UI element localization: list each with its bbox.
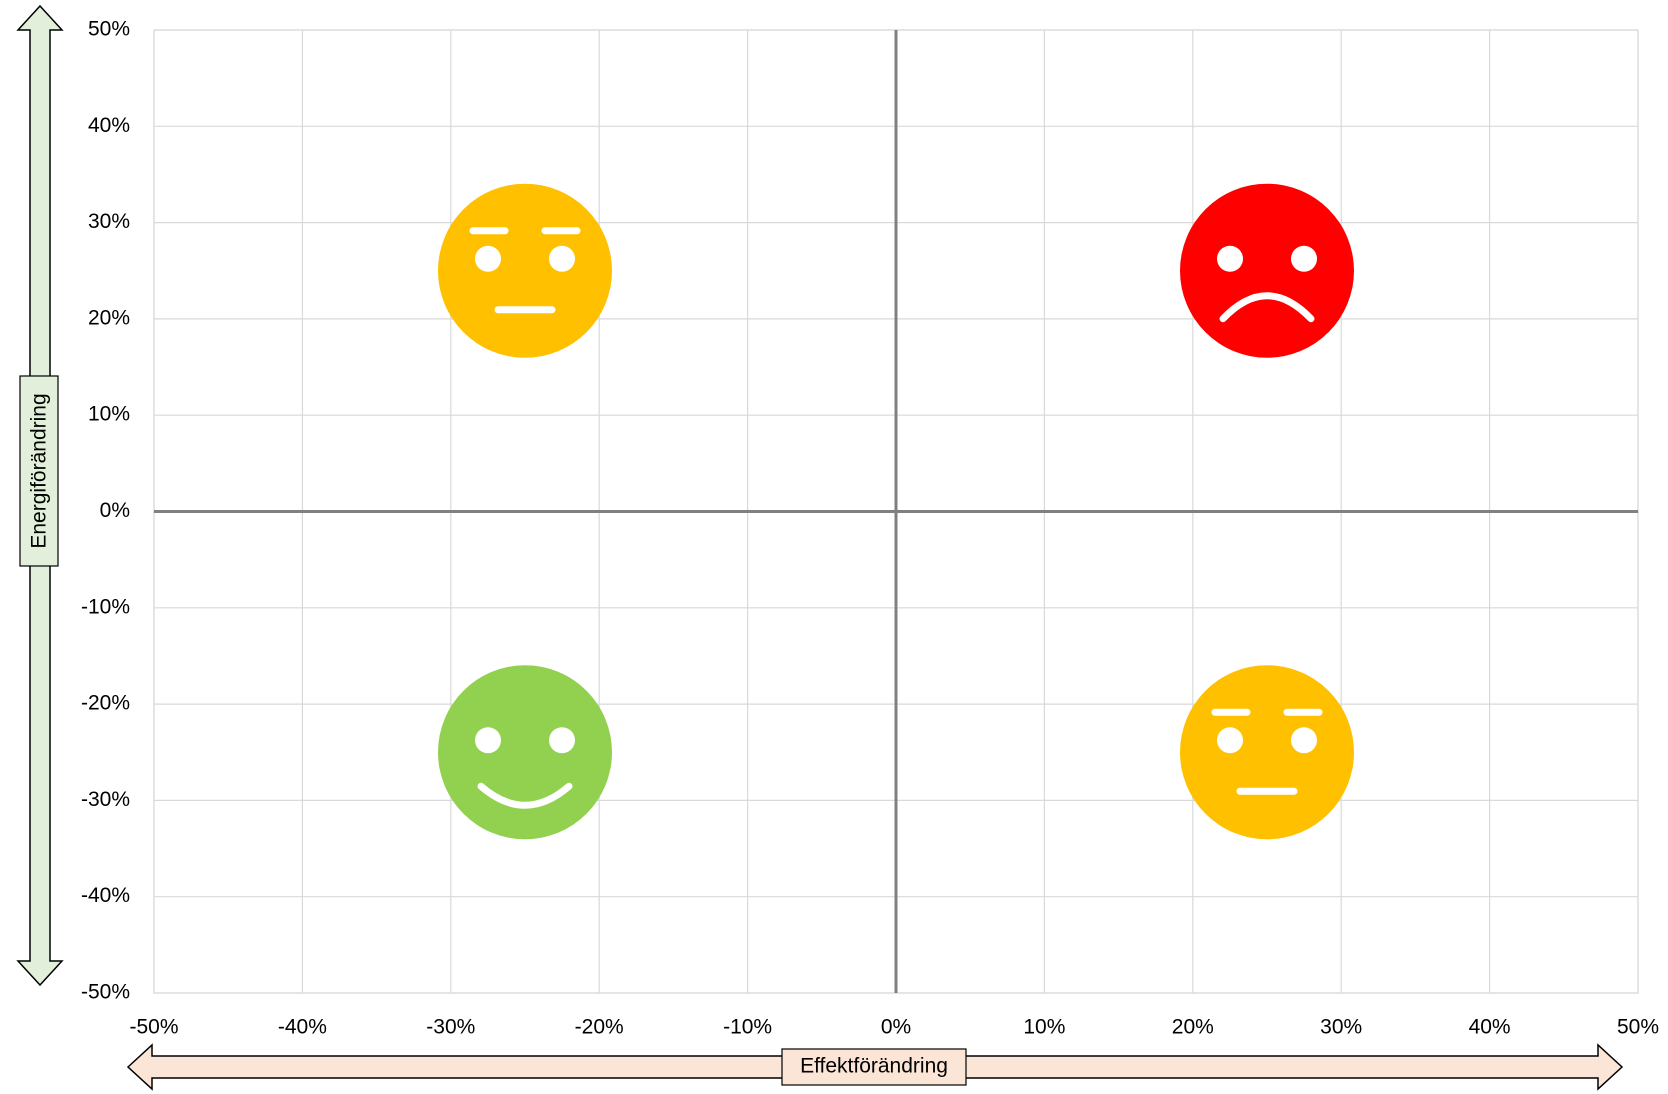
x-tick-label: 50%: [1617, 1016, 1659, 1039]
x-tick-label: -30%: [426, 1016, 475, 1039]
eye: [475, 245, 501, 272]
y-tick-label: 50%: [88, 18, 130, 41]
eye: [1291, 727, 1317, 754]
eye: [1217, 245, 1243, 272]
x-tick-label: -10%: [723, 1016, 772, 1039]
y-axis-label: Energiförändring: [28, 393, 51, 548]
x-axis-label: Effektförändring: [800, 1055, 948, 1078]
x-tick-label: 20%: [1172, 1016, 1214, 1039]
x-label-box: [781, 1048, 967, 1086]
mouth: [1219, 292, 1315, 323]
y-tick-label: 20%: [88, 306, 130, 329]
point: [1180, 665, 1354, 840]
marks: [438, 183, 1354, 840]
y-label-box: [19, 375, 59, 567]
x-tick-label: 10%: [1023, 1016, 1065, 1039]
x-tick-label: -50%: [129, 1016, 178, 1039]
grid: [153, 29, 1639, 994]
x-tick-label: 40%: [1469, 1016, 1511, 1039]
y-tick-label: 10%: [88, 403, 130, 426]
x-tick-label: -40%: [278, 1016, 327, 1039]
eye: [549, 245, 575, 272]
y-tick-label: -50%: [81, 981, 130, 1004]
smiley: [438, 665, 612, 840]
y-tick-label: 30%: [88, 210, 130, 233]
y-tick-label: -20%: [81, 692, 130, 715]
eye: [1291, 245, 1317, 272]
point: [438, 183, 612, 358]
smiley: [438, 183, 612, 358]
x-tick-label: -20%: [575, 1016, 624, 1039]
y-tick-label: 0%: [100, 499, 130, 522]
mouth: [477, 782, 573, 809]
point: [438, 665, 612, 840]
y-tick-label: -10%: [81, 595, 130, 618]
point: [1180, 183, 1354, 358]
y-tick-label: -30%: [81, 788, 130, 811]
eye: [1217, 727, 1243, 754]
smiley: [1180, 665, 1354, 840]
y-tick-label: -40%: [81, 884, 130, 907]
eye: [549, 727, 575, 754]
x-tick-label: 30%: [1320, 1016, 1362, 1039]
x-tick-label: 0%: [881, 1016, 911, 1039]
eye: [475, 727, 501, 754]
smiley: [1180, 183, 1354, 358]
y-tick-label: 40%: [88, 114, 130, 137]
